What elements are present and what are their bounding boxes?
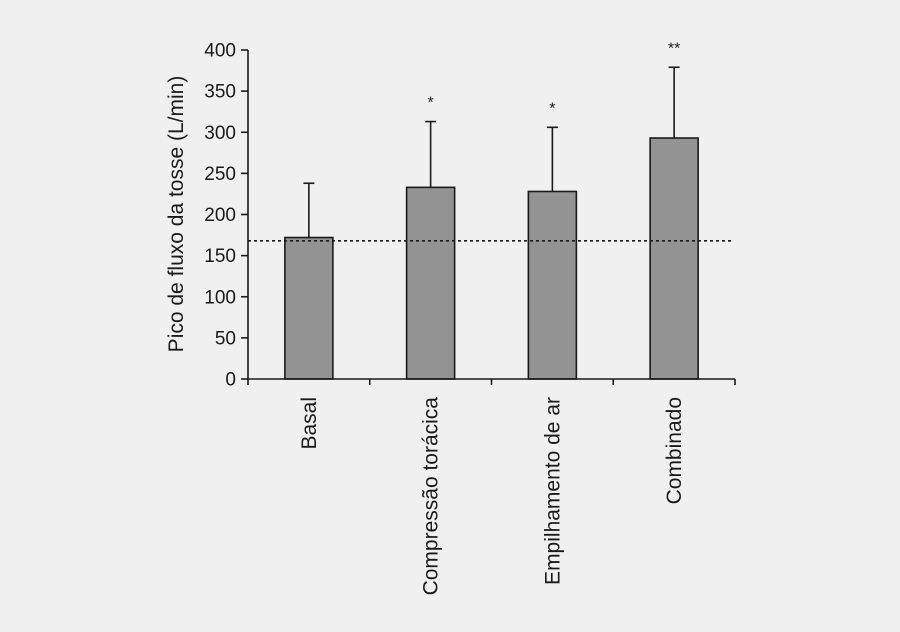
y-tick-label-4: 200 <box>204 205 236 226</box>
bars-layer <box>284 137 699 380</box>
bar-4 <box>649 137 699 380</box>
y-tick-label-7: 350 <box>204 82 236 103</box>
y-tick-label-6: 300 <box>204 123 236 144</box>
y-tick-label-0: 0 <box>225 370 236 391</box>
y-tick-label-5: 250 <box>204 164 236 185</box>
significance-marker-3: * <box>549 100 555 117</box>
bar-2 <box>405 186 456 380</box>
y-tick-label-3: 150 <box>204 246 236 267</box>
category-label-4: Combinado <box>663 397 686 504</box>
error-bars-layer: * *** <box>303 40 680 238</box>
y-axis-title: Pico de fluxo da tosse (L/min) <box>165 76 188 353</box>
significance-marker-2: * <box>428 95 434 112</box>
category-label-1: Basal <box>298 397 321 450</box>
category-label-2: Compressão torácica <box>420 397 443 596</box>
y-tick-label-8: 400 <box>204 41 236 62</box>
bar-1 <box>284 236 334 380</box>
category-label-3: Empilhamento de ar <box>541 397 564 585</box>
significance-marker-4: ** <box>668 40 680 57</box>
y-tick-label-2: 100 <box>204 287 236 308</box>
bar-3 <box>527 190 578 380</box>
y-tick-label-1: 50 <box>215 328 236 349</box>
axes-layer: Basal Compressão torácica Empilhamento de … <box>204 41 736 596</box>
